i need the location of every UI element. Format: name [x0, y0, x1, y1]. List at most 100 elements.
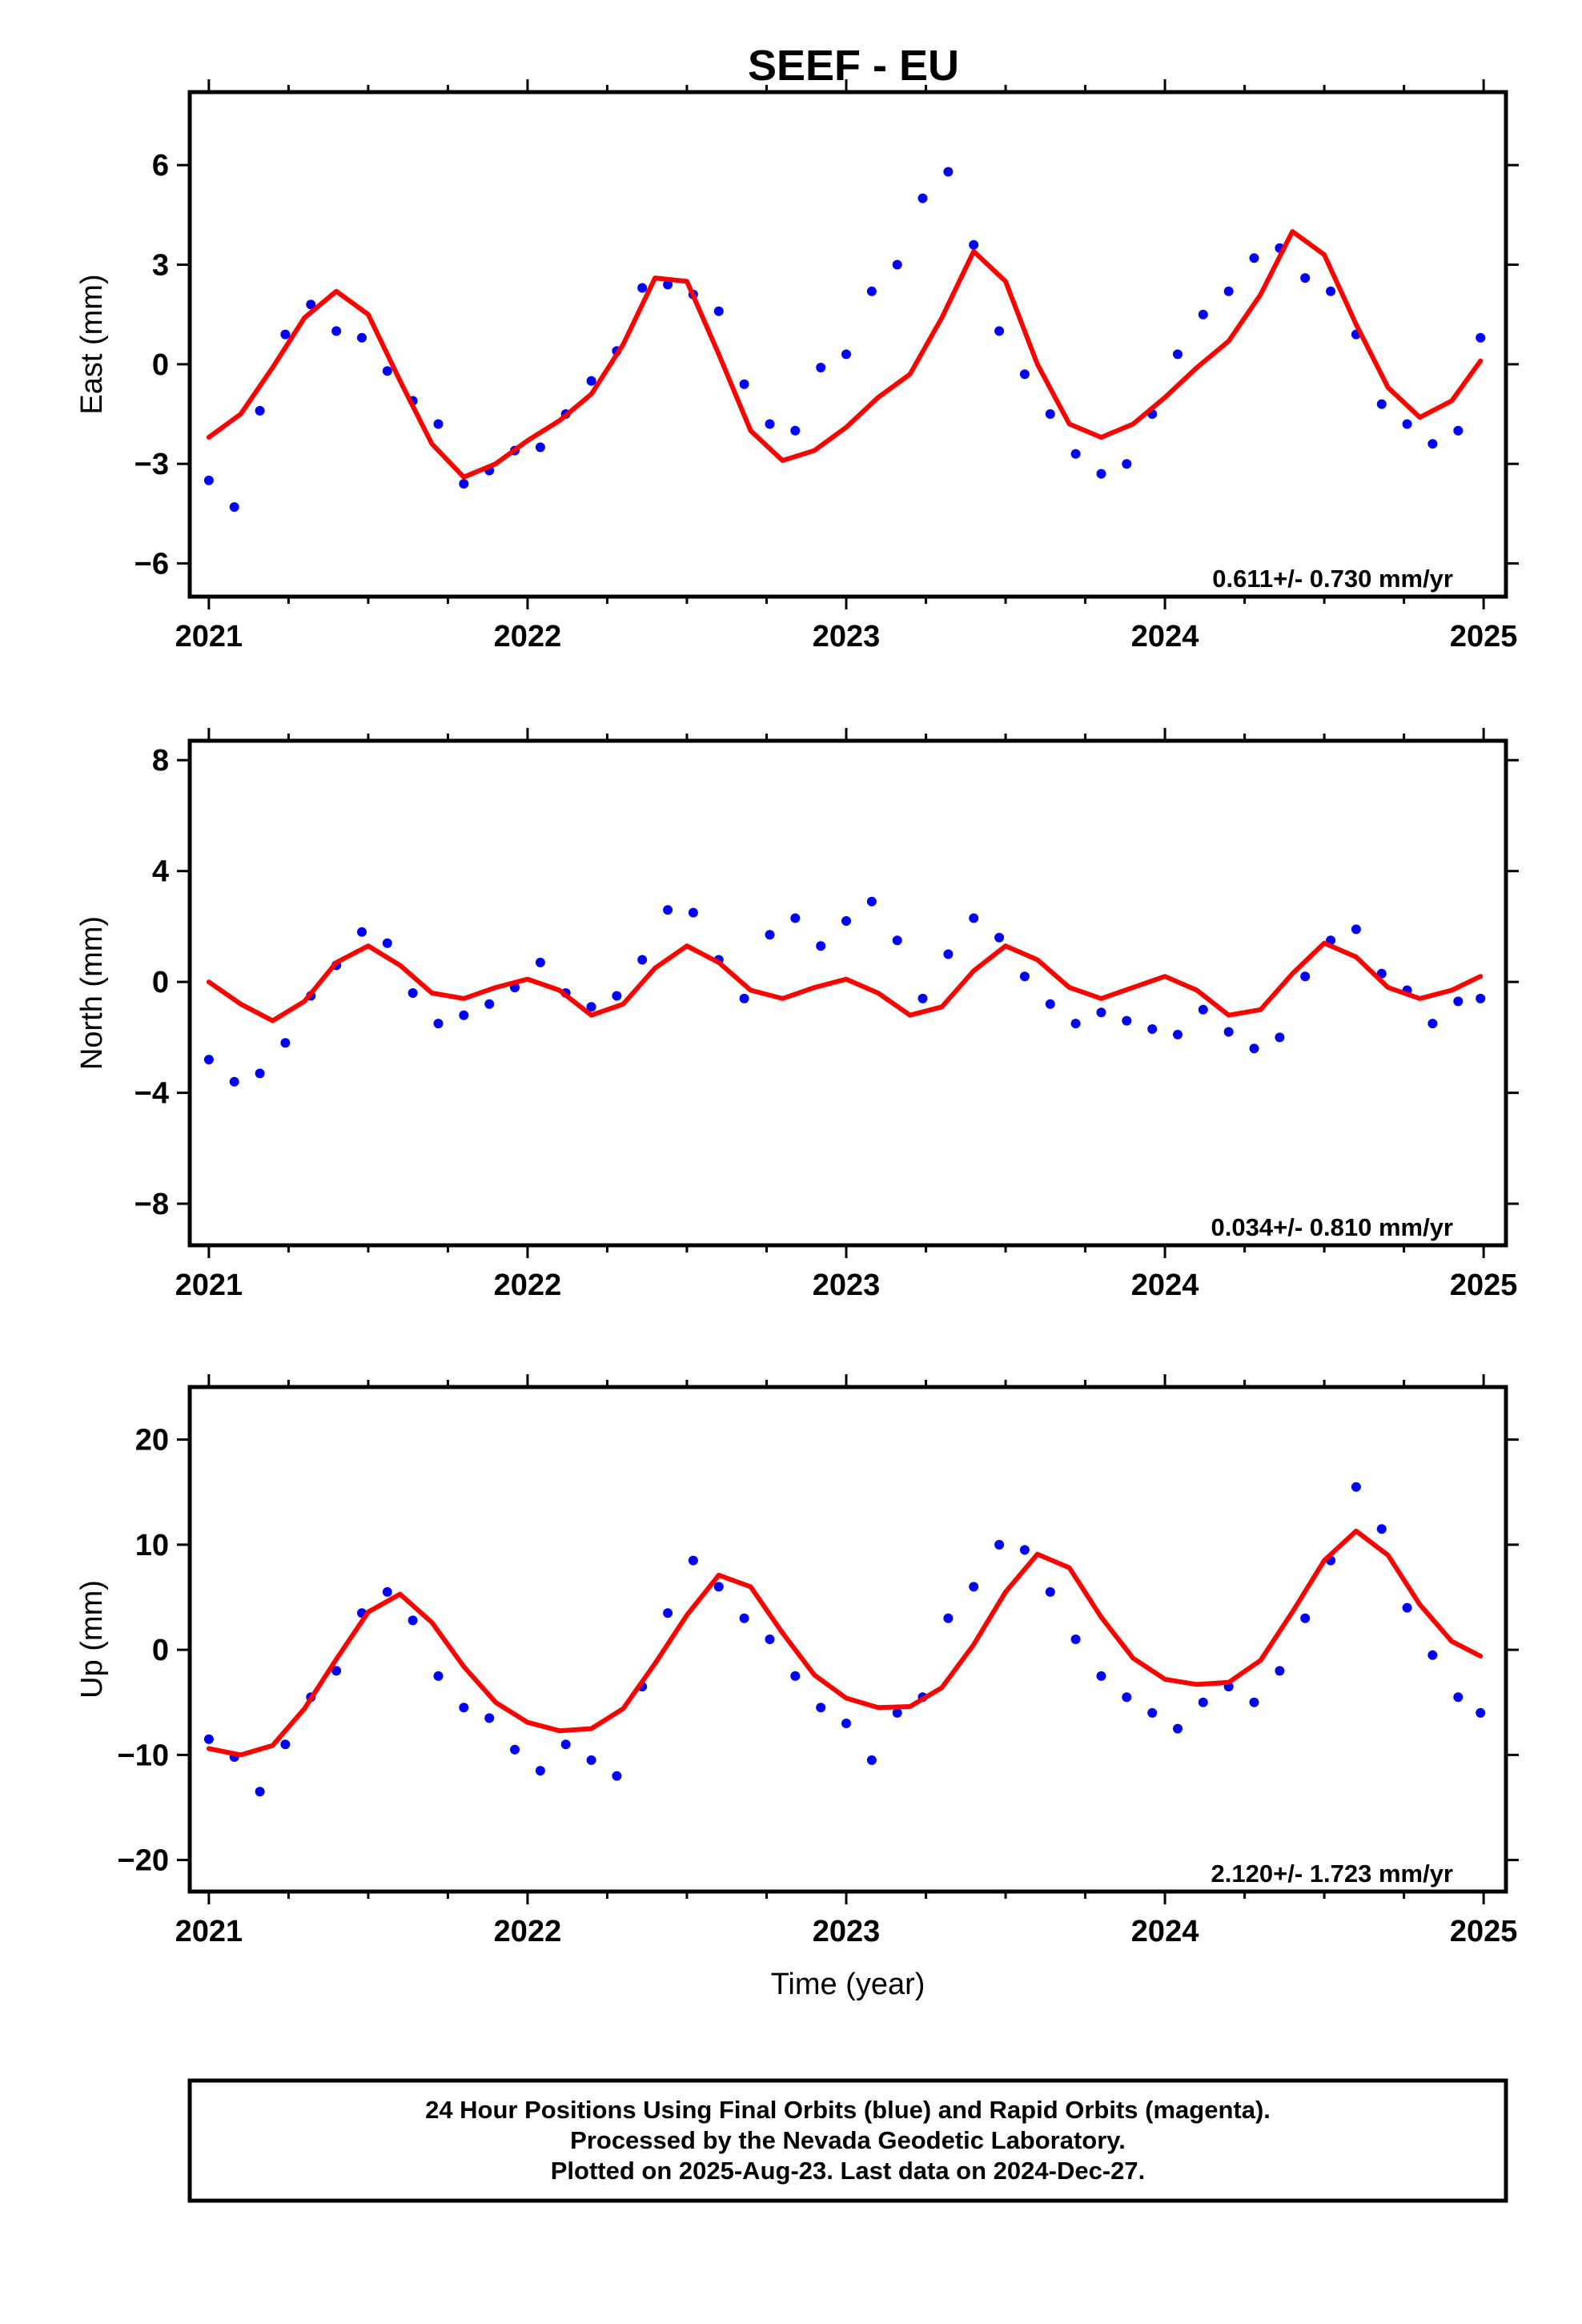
- north-data-point: [1070, 1019, 1081, 1029]
- north-data-point: [1173, 1029, 1182, 1039]
- up-data-point: [459, 1703, 469, 1713]
- up-data-point: [1300, 1613, 1311, 1623]
- east-data-point: [203, 475, 214, 485]
- north-data-point: [994, 932, 1005, 943]
- north-x-tick-label: 2023: [813, 1269, 881, 1302]
- up-data-point: [1070, 1634, 1081, 1644]
- north-x-tick-label: 2021: [175, 1269, 243, 1302]
- north-data-point: [637, 955, 648, 965]
- up-data-point: [841, 1719, 851, 1728]
- panels: 2021 2022 2023 2024 2025 −6 −3 0 3 6 East (mm) 0.61…: [75, 79, 1519, 2001]
- up-data-point: [688, 1555, 698, 1566]
- up-data-point: [1122, 1692, 1132, 1703]
- east-data-point: [1122, 459, 1132, 469]
- up-x-tick-label: 2024: [1131, 1915, 1199, 1948]
- up-data-point: [1453, 1692, 1464, 1703]
- east-x-tick-label: 2025: [1450, 620, 1518, 653]
- east-data-point: [357, 332, 367, 343]
- north-rate-label: 0.034+/- 0.810 mm/yr: [1211, 1213, 1453, 1241]
- north-y-tick-label: −8: [135, 1188, 169, 1221]
- up-y-tick-label: 10: [135, 1529, 169, 1562]
- up-data-point: [1045, 1586, 1055, 1597]
- footer-box: 24 Hour Positions Using Final Orbits (bl…: [187, 2078, 1508, 2203]
- up-data-point: [1402, 1602, 1412, 1613]
- north-data-point: [1096, 1007, 1106, 1018]
- up-data-point: [612, 1771, 622, 1781]
- north-y-tick-label: 0: [152, 966, 169, 999]
- up-data-point: [816, 1703, 826, 1713]
- east-y-tick-label: 0: [152, 348, 169, 382]
- up-data-point: [1427, 1650, 1438, 1660]
- east-data-point: [917, 193, 928, 203]
- north-data-point: [1476, 993, 1486, 1003]
- east-data-point: [433, 419, 444, 429]
- east-data-point: [1198, 309, 1208, 320]
- north-data-point: [1275, 1032, 1285, 1043]
- east-y-tick-label: −3: [135, 448, 169, 481]
- up-data-point: [1351, 1482, 1361, 1492]
- up-y-axis-label: Up (mm): [75, 1580, 109, 1699]
- east-data-point: [280, 329, 291, 340]
- east-data-point: [535, 442, 545, 452]
- up-data-point: [943, 1613, 954, 1623]
- east-data-point: [1096, 468, 1106, 479]
- up-data-point: [203, 1734, 214, 1744]
- up-data-point: [586, 1755, 596, 1765]
- north-data-point: [1198, 1004, 1208, 1015]
- east-y-tick-label: 6: [152, 149, 169, 183]
- up-data-point: [1096, 1671, 1106, 1681]
- north-data-point: [892, 935, 902, 946]
- up-data-point: [1019, 1545, 1030, 1555]
- up-y-tick-label: −20: [118, 1844, 169, 1878]
- north-data-point: [280, 1038, 291, 1048]
- up-data-point: [1147, 1707, 1158, 1718]
- east-data-point: [1326, 286, 1336, 296]
- north-data-point: [1427, 1019, 1438, 1029]
- up-data-point: [892, 1707, 902, 1718]
- up-data-point: [408, 1615, 418, 1626]
- up-x-tick-label: 2022: [494, 1915, 562, 1948]
- east-data-point: [790, 425, 801, 436]
- north-data-point: [229, 1076, 239, 1087]
- north-data-point: [816, 941, 826, 951]
- up-data-point: [1249, 1697, 1259, 1707]
- north-panel: 2021 2022 2023 2024 2025 −8 −4 0 4 8 North (mm) 0.0…: [75, 728, 1519, 1302]
- up-y-tick-label: −10: [118, 1739, 169, 1772]
- up-x-axis-label: Time (year): [771, 1968, 926, 2001]
- east-data-point: [1453, 425, 1464, 436]
- north-data-point: [408, 988, 418, 998]
- north-y-tick-label: −4: [135, 1077, 169, 1111]
- up-data-point: [1198, 1697, 1208, 1707]
- north-x-tick-label: 2022: [494, 1269, 562, 1302]
- east-data-point: [229, 502, 239, 513]
- north-data-point: [739, 993, 749, 1003]
- up-frame: [187, 1385, 1508, 1894]
- up-data-point: [790, 1671, 801, 1681]
- east-data-point: [1045, 409, 1055, 419]
- north-data-point: [1300, 971, 1311, 982]
- up-data-point: [1275, 1666, 1285, 1676]
- up-data-point: [535, 1766, 545, 1776]
- up-data-point: [433, 1671, 444, 1681]
- north-data-point: [382, 938, 392, 948]
- east-data-point: [866, 286, 877, 296]
- east-data-point: [1173, 349, 1182, 360]
- up-data-point: [994, 1539, 1005, 1550]
- up-y-tick-label: 20: [135, 1424, 169, 1458]
- footer-frame: [187, 2078, 1508, 2203]
- east-x-tick-label: 2024: [1131, 620, 1199, 653]
- up-data-point: [255, 1787, 265, 1797]
- up-rate-label: 2.120+/- 1.723 mm/yr: [1211, 1860, 1453, 1888]
- east-rate-label: 0.611+/- 0.730 mm/yr: [1212, 565, 1453, 593]
- east-model-line: [206, 229, 1484, 480]
- up-y-tick-label: 0: [152, 1634, 169, 1667]
- north-data-point: [612, 991, 622, 1001]
- north-data-point: [255, 1068, 265, 1079]
- north-data-point: [1249, 1043, 1259, 1054]
- up-data-point: [280, 1739, 291, 1750]
- east-data-point: [331, 326, 342, 336]
- east-data-point: [1402, 419, 1412, 429]
- north-data-point: [484, 999, 495, 1009]
- north-x-tick-label: 2025: [1450, 1269, 1518, 1302]
